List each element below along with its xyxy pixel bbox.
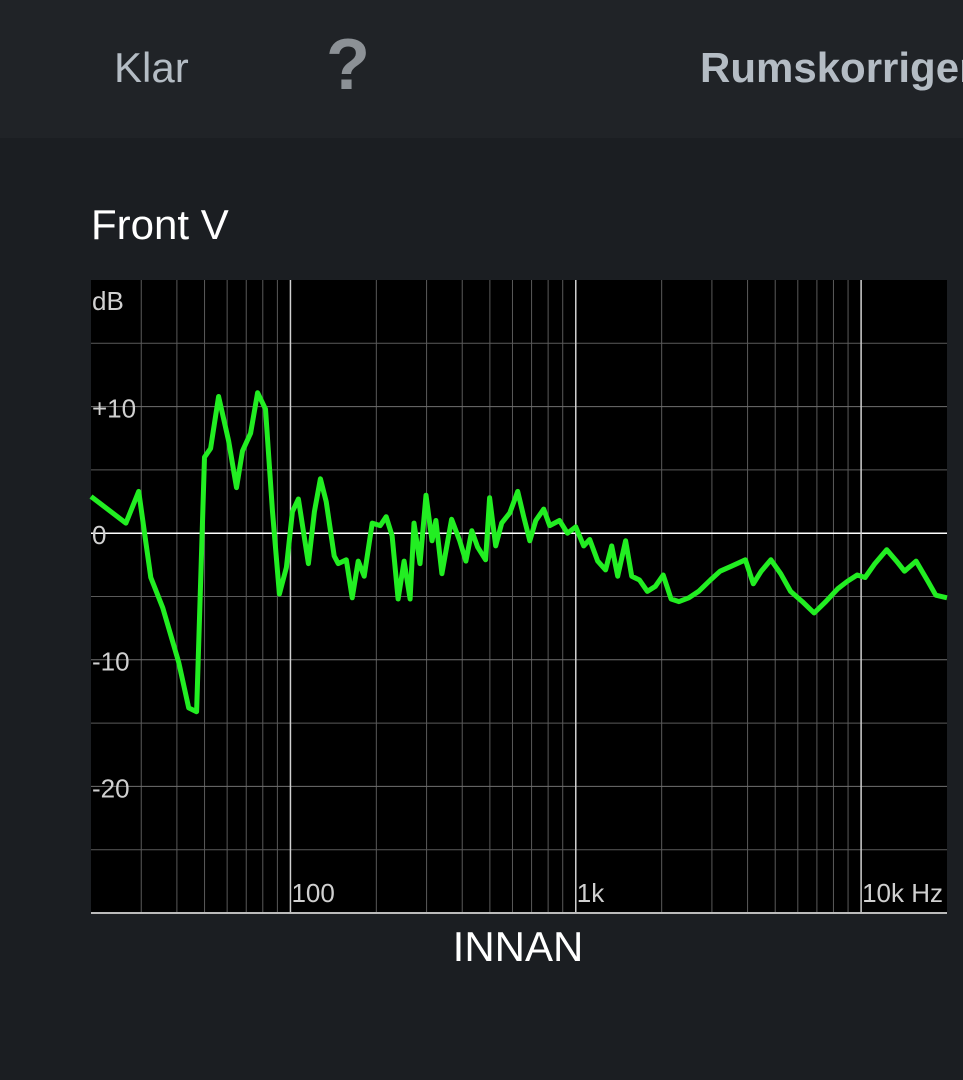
- y-axis-label: dB: [92, 286, 124, 316]
- x-axis-label: INNAN: [453, 923, 584, 970]
- chart: Front V dB INNAN +10 0 -10 -20 100 1k 10k Hz: [89, 201, 948, 970]
- x-tick-label: 100: [291, 878, 334, 908]
- chart-title: Front V: [91, 201, 229, 248]
- y-tick-label: +10: [92, 393, 136, 423]
- y-tick-label: -10: [92, 647, 130, 677]
- y-tick-label: 0: [92, 520, 106, 550]
- done-button[interactable]: Klar: [114, 44, 189, 91]
- top-bar: Klar ? Rumskorrigering: [0, 0, 963, 138]
- x-tick-label: 10k Hz: [862, 878, 943, 908]
- response-curve: [89, 390, 948, 715]
- page-title: Rumskorrigering: [700, 44, 963, 91]
- x-tick-label: 1k: [577, 878, 605, 908]
- y-tick-label: -20: [92, 773, 130, 803]
- help-button[interactable]: ?: [326, 25, 370, 105]
